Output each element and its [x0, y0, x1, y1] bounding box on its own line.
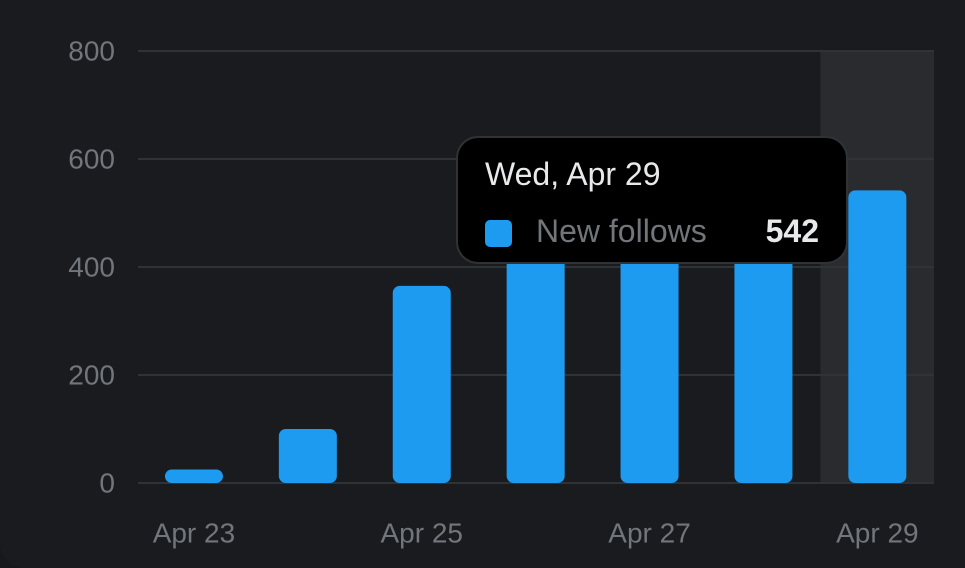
x-tick-label: Apr 29	[836, 518, 919, 549]
y-tick-label: 200	[68, 360, 115, 391]
tooltip: Wed, Apr 29 New follows 542	[456, 136, 848, 264]
y-tick-label: 600	[68, 144, 115, 175]
x-axis: Apr 23 Apr 25 Apr 27 Apr 29	[153, 518, 919, 549]
bar-apr-27[interactable]	[620, 245, 679, 483]
tooltip-title: Wed, Apr 29	[485, 156, 661, 192]
x-tick-label: Apr 23	[153, 518, 236, 549]
y-axis: 0 200 400 600 800	[68, 36, 115, 499]
bar-apr-29[interactable]	[848, 190, 907, 483]
bar-apr-23[interactable]	[164, 469, 223, 484]
y-tick-label: 400	[68, 252, 115, 283]
bar-layer[interactable]	[164, 190, 907, 484]
bar-apr-28[interactable]	[734, 245, 793, 483]
tooltip-value: 542	[765, 213, 819, 249]
bar-apr-25[interactable]	[392, 285, 451, 483]
y-tick-label: 800	[68, 36, 115, 67]
tooltip-series-swatch	[485, 220, 512, 247]
x-tick-label: Apr 27	[608, 518, 691, 549]
bar-apr-26[interactable]	[506, 245, 565, 483]
bar-apr-24[interactable]	[278, 429, 337, 483]
y-tick-label: 0	[99, 468, 115, 499]
x-tick-label: Apr 25	[381, 518, 464, 549]
tooltip-series-name: New follows	[536, 213, 707, 249]
